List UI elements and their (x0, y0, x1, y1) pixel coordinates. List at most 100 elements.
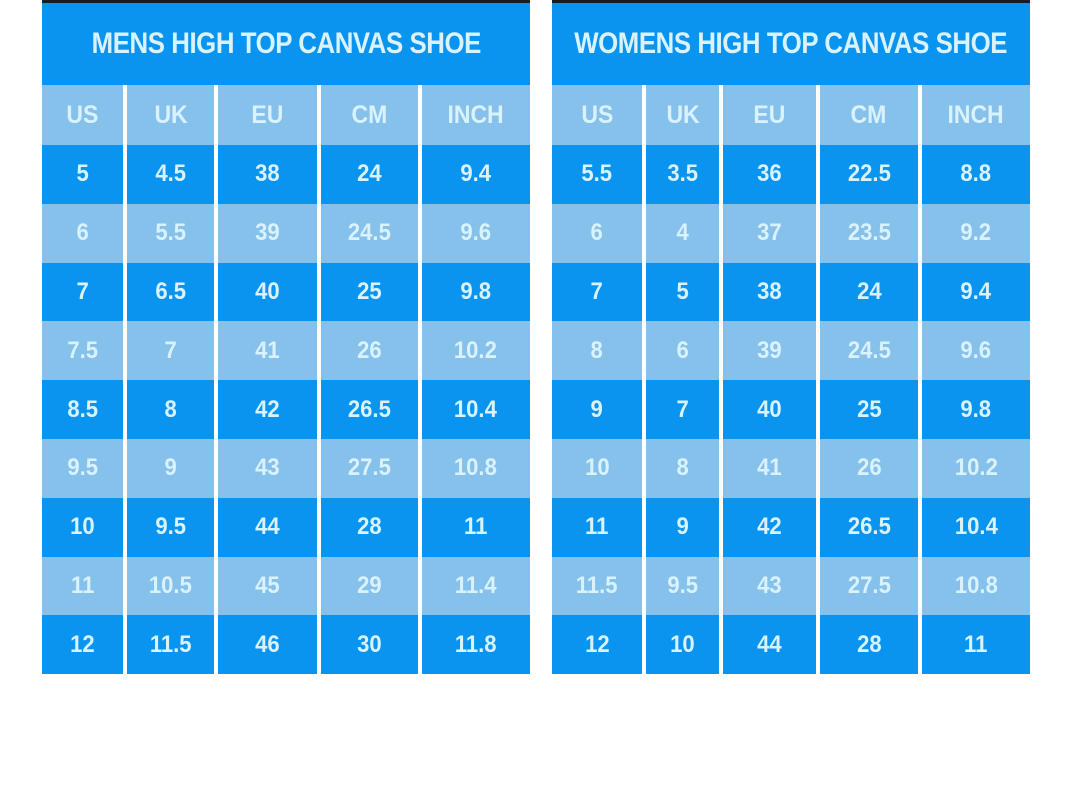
size-cell: 7.5 (42, 321, 124, 381)
size-cell-value: 11 (964, 630, 988, 658)
table-row: 5 4.5 38 24 9.4 (42, 145, 530, 204)
size-cell: 10.8 (921, 556, 1030, 616)
size-cell-value: 11 (585, 513, 609, 541)
table-row: 10 9.5 44 28 11 (42, 497, 530, 557)
size-cell-value: 37 (757, 219, 783, 247)
size-cell: 10.5 (127, 556, 215, 616)
size-cell: 9.8 (421, 262, 530, 322)
size-cell-value: 30 (357, 630, 382, 658)
size-cell-value: 12 (70, 630, 95, 658)
size-cell-value: 3.5 (667, 160, 698, 188)
size-cell-value: 9.6 (960, 336, 992, 364)
size-cell: 11 (552, 497, 642, 557)
table-row: 12 11.5 46 30 11.8 (42, 615, 530, 675)
size-cell: 9.6 (421, 203, 530, 263)
size-cell-value: 11 (464, 513, 488, 541)
size-cell-value: 10.2 (954, 454, 998, 482)
size-cell: 43 (218, 438, 317, 498)
size-cell: 38 (218, 145, 317, 204)
size-cell-value: 9.2 (960, 219, 992, 247)
size-cell: 25 (320, 262, 418, 322)
size-cell: 10.2 (421, 321, 530, 381)
size-cell: 24.5 (820, 321, 918, 381)
size-cell-value: 5 (76, 160, 89, 188)
size-cell: 10.4 (921, 497, 1030, 557)
size-cell-value: 24 (357, 160, 382, 188)
size-cell: 9.5 (127, 497, 215, 557)
size-cell-value: 39 (757, 336, 783, 364)
size-cell: 26.5 (820, 497, 918, 557)
header-cell-inch: INCH (921, 85, 1030, 145)
size-cell-value: 43 (255, 454, 280, 482)
size-cell-value: 9.4 (960, 277, 992, 305)
size-cell: 6.5 (127, 262, 215, 322)
size-cell-value: 11.8 (454, 630, 497, 658)
size-cell-value: 8 (676, 454, 689, 482)
table-row: 5.5 3.5 36 22.5 8.8 (552, 145, 1030, 204)
size-cell: 23.5 (820, 203, 918, 263)
size-cell-value: 40 (255, 277, 280, 305)
size-cell-value: 25 (357, 277, 382, 305)
header-cell-cm: CM (820, 85, 918, 145)
size-cell-value: 10.5 (149, 571, 193, 599)
size-cell-value: 11.5 (149, 630, 192, 658)
size-cell-value: 10 (584, 454, 610, 482)
size-cell-value: 24.5 (347, 219, 391, 247)
size-cell: 24 (820, 262, 918, 322)
size-cell-value: 6 (590, 219, 604, 247)
header-cell-uk: UK (127, 85, 215, 145)
size-cell-value: 11.5 (576, 571, 618, 599)
size-cell: 11 (421, 497, 530, 557)
size-cell-value: 27.5 (847, 571, 891, 599)
header-cell-uk: UK (645, 85, 720, 145)
size-cell: 5.5 (127, 203, 215, 263)
size-cell-value: 9 (590, 395, 604, 423)
header-cell-inch: INCH (421, 85, 530, 145)
size-cell-value: 42 (255, 395, 280, 423)
size-cell-value: 9.8 (460, 277, 492, 305)
size-cell-value: 25 (856, 395, 882, 423)
size-cell-value: 6.5 (155, 277, 187, 305)
size-cell-value: 38 (255, 160, 280, 188)
size-cell: 11.8 (421, 615, 530, 675)
header-cell-label: INCH (947, 100, 1004, 129)
size-cell-value: 10 (70, 513, 95, 541)
size-cell: 9.4 (921, 262, 1030, 322)
mens-table-title-band: MENS HIGH TOP CANVAS SHOE (42, 3, 530, 85)
size-cell: 11.5 (552, 556, 642, 616)
size-cell: 9.2 (921, 203, 1030, 263)
size-cell: 46 (218, 615, 317, 675)
table-row: 11 9 42 26.5 10.4 (552, 497, 1030, 557)
size-cell: 25 (820, 380, 918, 439)
size-cell: 27.5 (820, 556, 918, 616)
size-cell-value: 9.6 (460, 219, 492, 247)
size-cell: 26 (820, 438, 918, 498)
size-cell-value: 45 (255, 571, 280, 599)
header-cell-eu: EU (723, 85, 817, 145)
header-cell-label: US (580, 100, 613, 129)
size-cell: 28 (820, 615, 918, 675)
size-cell-value: 26.5 (847, 513, 891, 541)
size-cell-value: 43 (757, 571, 783, 599)
size-cell-value: 8 (590, 336, 604, 364)
size-cell-value: 7 (590, 277, 604, 305)
size-cell: 40 (723, 380, 817, 439)
table-row: 8 6 39 24.5 9.6 (552, 321, 1030, 381)
size-cell: 11.4 (421, 556, 530, 616)
header-cell-label: US (66, 100, 99, 129)
size-cell-value: 24.5 (847, 336, 891, 364)
size-cell-value: 10.4 (954, 513, 998, 541)
size-cell: 30 (320, 615, 418, 675)
table-row: 10 8 41 26 10.2 (552, 438, 1030, 498)
size-cell: 11.5 (127, 615, 215, 675)
size-cell-value: 24 (856, 277, 882, 305)
womens-table-body: 5.5 3.5 36 22.5 8.8 6 4 37 23.5 9.2 7 5 38 24 9.4 8 6 39 2… (552, 145, 1030, 675)
size-cell: 24 (320, 145, 418, 204)
size-cell-value: 10.8 (454, 454, 498, 482)
header-cell-eu: EU (218, 85, 317, 145)
size-cell: 42 (723, 497, 817, 557)
table-row: 7 5 38 24 9.4 (552, 262, 1030, 322)
mens-table-title: MENS HIGH TOP CANVAS SHOE (91, 27, 481, 60)
size-cell-value: 12 (584, 630, 610, 658)
header-cell-us: US (42, 85, 124, 145)
